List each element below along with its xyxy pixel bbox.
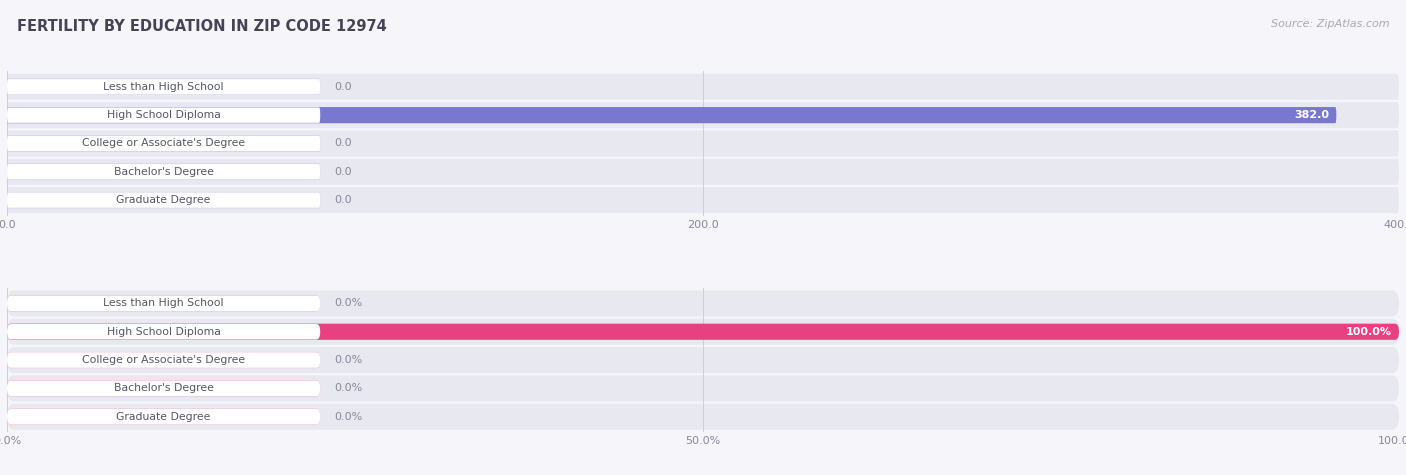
FancyBboxPatch shape (7, 192, 321, 208)
FancyBboxPatch shape (7, 187, 1399, 213)
FancyBboxPatch shape (7, 135, 321, 152)
FancyBboxPatch shape (7, 375, 1399, 401)
Text: Bachelor's Degree: Bachelor's Degree (114, 383, 214, 393)
Text: Source: ZipAtlas.com: Source: ZipAtlas.com (1271, 19, 1389, 29)
Text: High School Diploma: High School Diploma (107, 327, 221, 337)
FancyBboxPatch shape (7, 324, 321, 340)
FancyBboxPatch shape (7, 295, 321, 312)
FancyBboxPatch shape (7, 352, 321, 368)
Text: Bachelor's Degree: Bachelor's Degree (114, 167, 214, 177)
FancyBboxPatch shape (7, 380, 321, 396)
FancyBboxPatch shape (7, 102, 1399, 128)
Text: 0.0%: 0.0% (335, 355, 363, 365)
FancyBboxPatch shape (7, 296, 321, 311)
Text: Less than High School: Less than High School (104, 298, 224, 308)
FancyBboxPatch shape (7, 352, 321, 368)
FancyBboxPatch shape (7, 290, 1399, 316)
FancyBboxPatch shape (7, 79, 321, 95)
FancyBboxPatch shape (7, 107, 321, 123)
FancyBboxPatch shape (7, 404, 1399, 430)
FancyBboxPatch shape (7, 380, 321, 397)
FancyBboxPatch shape (7, 192, 321, 208)
Text: 0.0: 0.0 (335, 195, 352, 205)
Text: 100.0%: 100.0% (1346, 327, 1392, 337)
Text: 0.0: 0.0 (335, 167, 352, 177)
Text: 0.0%: 0.0% (335, 412, 363, 422)
Text: 382.0: 382.0 (1295, 110, 1330, 120)
FancyBboxPatch shape (7, 79, 321, 95)
FancyBboxPatch shape (7, 74, 1399, 100)
Text: 0.0: 0.0 (335, 82, 352, 92)
Text: Graduate Degree: Graduate Degree (117, 195, 211, 205)
FancyBboxPatch shape (7, 164, 321, 180)
FancyBboxPatch shape (7, 323, 1399, 340)
FancyBboxPatch shape (7, 131, 1399, 156)
Text: High School Diploma: High School Diploma (107, 110, 221, 120)
FancyBboxPatch shape (7, 164, 321, 180)
Text: College or Associate's Degree: College or Associate's Degree (82, 355, 245, 365)
FancyBboxPatch shape (7, 319, 1399, 345)
FancyBboxPatch shape (7, 159, 1399, 185)
Text: Graduate Degree: Graduate Degree (117, 412, 211, 422)
FancyBboxPatch shape (7, 347, 1399, 373)
Text: FERTILITY BY EDUCATION IN ZIP CODE 12974: FERTILITY BY EDUCATION IN ZIP CODE 12974 (17, 19, 387, 34)
Text: 0.0: 0.0 (335, 138, 352, 149)
Text: Less than High School: Less than High School (104, 82, 224, 92)
Text: 0.0%: 0.0% (335, 383, 363, 393)
FancyBboxPatch shape (7, 107, 1336, 123)
FancyBboxPatch shape (7, 409, 321, 424)
Text: College or Associate's Degree: College or Associate's Degree (82, 138, 245, 149)
Text: 0.0%: 0.0% (335, 298, 363, 308)
FancyBboxPatch shape (7, 136, 321, 151)
FancyBboxPatch shape (7, 408, 321, 425)
